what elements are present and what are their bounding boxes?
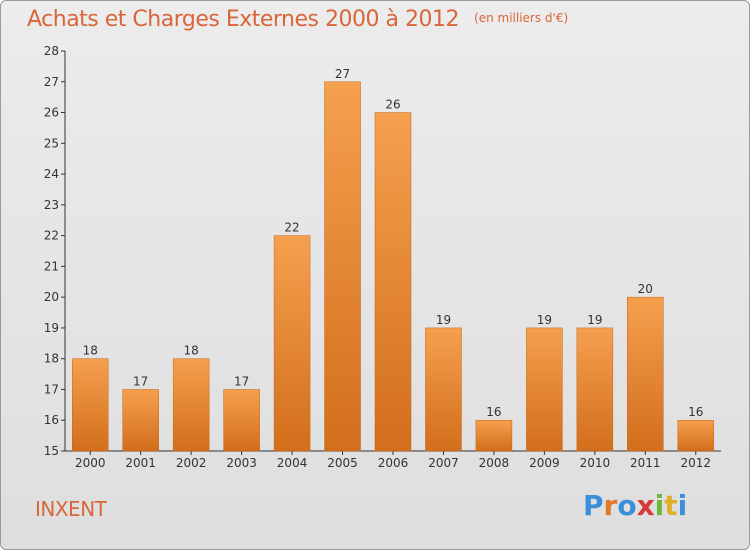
commune-name: INXENT — [35, 497, 107, 521]
bar-2002[interactable] — [172, 358, 210, 452]
y-tick-label: 22 — [44, 229, 59, 243]
logo-letter: t — [664, 489, 678, 522]
bar-2000[interactable] — [71, 358, 109, 452]
y-tick-label: 28 — [44, 44, 59, 58]
chart-labels: 18 17 18 17 22 27 26 19 16 19 19 20 16 — [83, 67, 704, 419]
y-tick-label: 27 — [44, 75, 59, 89]
data-label: 19 — [537, 313, 552, 327]
data-label: 19 — [587, 313, 602, 327]
y-tick-label: 15 — [44, 444, 59, 458]
bar-2006[interactable] — [374, 112, 412, 452]
x-tick-label: 2002 — [176, 456, 207, 470]
y-tick-label: 26 — [44, 106, 59, 120]
x-tick-label: 2006 — [378, 456, 409, 470]
bar-2003[interactable] — [223, 389, 260, 452]
x-tick-label: 2011 — [630, 456, 661, 470]
chart-unit: (en milliers d'€) — [474, 11, 569, 25]
bar-2009[interactable] — [526, 327, 563, 452]
data-label: 19 — [436, 313, 451, 327]
x-tick-label: 2005 — [327, 456, 358, 470]
bar-2004[interactable] — [273, 235, 311, 452]
data-label: 27 — [335, 67, 350, 81]
chart-bars — [71, 81, 715, 452]
data-label: 17 — [133, 374, 148, 388]
x-tick-label: 2012 — [680, 456, 711, 470]
bar-2012[interactable] — [677, 419, 715, 452]
data-label: 18 — [184, 344, 199, 358]
bar-2007[interactable] — [425, 327, 462, 452]
y-tick-label: 23 — [44, 198, 59, 212]
y-tick-label: 25 — [44, 136, 59, 150]
logo-letter: i — [677, 489, 688, 522]
x-tick-label: 2010 — [580, 456, 611, 470]
y-tick-label: 17 — [44, 382, 59, 396]
y-tick-label: 19 — [44, 321, 59, 335]
logo-letter: x — [636, 489, 655, 522]
y-tick-label: 18 — [44, 352, 59, 366]
y-tick-label: 24 — [44, 167, 59, 181]
chart-title: Achats et Charges Externes 2000 à 2012 — [27, 7, 459, 32]
bar-2011[interactable] — [627, 296, 664, 452]
y-tick-label: 20 — [44, 290, 59, 304]
x-tick-label: 2004 — [277, 456, 308, 470]
data-label: 18 — [83, 344, 98, 358]
data-label: 20 — [638, 282, 653, 296]
chart-axes: 15 16 17 18 19 20 21 22 23 24 25 26 27 28 2000 2001 2002… — [44, 44, 721, 470]
x-tick-label: 2001 — [125, 456, 156, 470]
bar-2010[interactable] — [576, 327, 614, 452]
x-tick-label: 2008 — [479, 456, 510, 470]
data-label: 17 — [234, 374, 249, 388]
x-tick-label: 2003 — [226, 456, 257, 470]
logo-letter: o — [617, 489, 637, 522]
y-tick-label: 16 — [44, 413, 59, 427]
x-tick-label: 2007 — [428, 456, 459, 470]
y-tick-label: 21 — [44, 259, 59, 273]
bar-2008[interactable] — [475, 419, 513, 452]
data-label: 16 — [486, 405, 501, 419]
data-label: 16 — [688, 405, 703, 419]
logo-letter: i — [654, 489, 665, 522]
title-row: Achats et Charges Externes 2000 à 2012 (… — [27, 7, 568, 32]
x-tick-label: 2009 — [529, 456, 560, 470]
bar-2005[interactable] — [324, 81, 361, 452]
x-tick-label: 2000 — [75, 456, 106, 470]
bar-2001[interactable] — [122, 389, 159, 452]
proxiti-logo[interactable]: Proxiti — [583, 489, 687, 522]
data-label: 22 — [284, 221, 299, 235]
logo-letter: r — [603, 489, 618, 522]
data-label: 26 — [385, 98, 400, 112]
logo-letter: P — [583, 489, 604, 522]
